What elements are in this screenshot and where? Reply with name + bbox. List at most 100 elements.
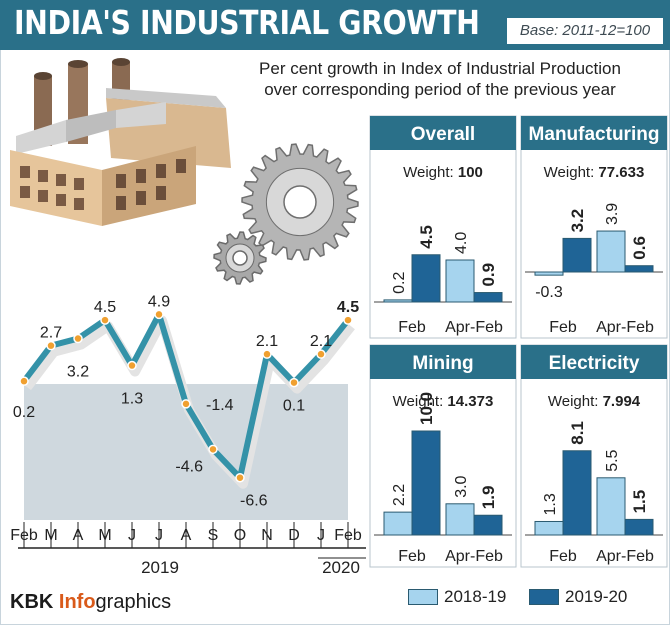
panel-weight: Weight: 14.373 [393, 393, 494, 410]
category-label: Apr-Feb [596, 319, 654, 336]
line-point [262, 349, 272, 359]
data-label: -4.6 [175, 458, 203, 475]
panel-weight: Weight: 77.633 [544, 164, 645, 181]
brand-rest: graphics [95, 591, 172, 613]
bar [411, 254, 441, 303]
panel-weight: Weight: 7.994 [548, 393, 641, 410]
panel-manufacturing: Manufacturing Weight: 77.633 -0.3 3.2 Feb 3.9… [520, 115, 668, 339]
data-label: 0.1 [283, 398, 305, 415]
x-tick-label: M [98, 527, 111, 544]
data-label: 4.5 [94, 299, 116, 316]
panel-header [370, 345, 516, 379]
x-tick-label: D [288, 527, 300, 544]
bar [562, 450, 592, 536]
data-label: 4.9 [148, 293, 170, 310]
brand-bold: KBK [10, 591, 59, 613]
brand-accent: Info [58, 591, 96, 613]
x-tick-label: J [317, 527, 325, 544]
data-label: -6.6 [240, 493, 268, 510]
line-point [100, 315, 110, 325]
year-label-2020: 2020 [322, 558, 360, 577]
line-point [181, 399, 191, 409]
panel-overall: Overall Weight: 100 0.2 4.5 Feb 4.0 0.9 Apr-Feb [369, 115, 517, 339]
factory-icon [10, 58, 231, 226]
category-label: Apr-Feb [596, 548, 654, 565]
x-tick-label: A [73, 527, 84, 544]
subtitle-line-2: over corresponding period of the previou… [264, 80, 616, 99]
bar-panels: Overall Weight: 100 0.2 4.5 Feb 4.0 0.9 Apr-Feb… [369, 115, 668, 568]
bar-value-label: 1.3 [542, 493, 559, 515]
page-title: INDIA'S INDUSTRIAL GROWTH [14, 3, 480, 42]
x-tick-label: M [44, 527, 57, 544]
bar-value-label: 0.9 [479, 263, 498, 287]
bar-value-label: 3.0 [453, 475, 470, 497]
panel-mining: Mining Weight: 14.373 2.2 10.0 Feb 3.0 1.9 Apr-… [369, 344, 517, 568]
panel-weight: Weight: 100 [403, 164, 483, 181]
line-point [343, 315, 353, 325]
panel-header [521, 116, 667, 150]
bar [445, 259, 475, 303]
header-bar: INDIA'S INDUSTRIAL GROWTH Base: 2011-12=… [0, 0, 670, 50]
line-point [208, 444, 218, 455]
data-label: 2.1 [310, 333, 332, 350]
bar [624, 518, 654, 536]
bar [445, 503, 475, 536]
bar-value-label: 10.0 [417, 392, 436, 425]
category-label: Feb [549, 548, 577, 565]
bar [383, 299, 413, 303]
bar [473, 292, 503, 303]
panel-electricity: Electricity Weight: 7.994 1.3 8.1 Feb 5.5 1.5 A… [520, 344, 668, 568]
year-label-2019: 2019 [141, 558, 179, 577]
bar-value-label: 5.5 [604, 449, 621, 471]
panel-title: Overall [411, 124, 475, 145]
bar-value-label: 3.9 [604, 203, 621, 225]
panel-header [370, 116, 516, 150]
bar [596, 230, 626, 273]
legend-swatch-2018-19 [408, 589, 438, 605]
line-point [316, 349, 326, 359]
line-point [73, 333, 83, 344]
bar [411, 430, 441, 536]
gears-icon [213, 143, 359, 285]
x-tick-label: A [181, 527, 192, 544]
line-point [154, 309, 164, 320]
data-label: 3.2 [67, 364, 89, 381]
bar-value-label: 0.2 [391, 272, 408, 294]
data-label: 0.2 [13, 404, 35, 421]
bar [562, 237, 592, 273]
x-tick-label: O [234, 527, 246, 544]
bar-value-label: 4.5 [417, 225, 436, 249]
panel-frame [520, 115, 668, 339]
x-tick-label: S [208, 527, 219, 544]
panel-header [521, 345, 667, 379]
panel-title: Mining [412, 353, 473, 374]
base-label: Base: 2011-12=100 [519, 22, 651, 39]
bar [624, 265, 654, 273]
base-box: Base: 2011-12=100 [507, 18, 663, 44]
brand-logo: KBK Infographics [10, 591, 171, 614]
legend-swatch-2019-20 [529, 589, 559, 605]
bar [596, 477, 626, 536]
bar [534, 271, 564, 276]
bar [383, 511, 413, 536]
bar-value-label: 4.0 [453, 232, 470, 254]
bar-value-label: 0.6 [630, 236, 649, 260]
category-label: Feb [398, 319, 426, 336]
category-label: Apr-Feb [445, 548, 503, 565]
line-point [19, 376, 29, 386]
legend-label-2018-19: 2018-19 [444, 587, 507, 606]
bar-value-label: -0.3 [535, 284, 563, 301]
panel-title: Electricity [549, 353, 640, 374]
x-tick-label: Feb [334, 527, 362, 544]
panel-title: Manufacturing [529, 124, 660, 145]
line-point [235, 472, 245, 483]
data-label: 4.5 [337, 299, 359, 316]
x-tick-label: J [155, 527, 163, 544]
category-label: Apr-Feb [445, 319, 503, 336]
line-point [289, 377, 299, 388]
bar-value-label: 1.5 [630, 490, 649, 514]
bar [473, 514, 503, 536]
line-point [127, 360, 137, 371]
legend-label-2019-20: 2019-20 [565, 587, 628, 606]
